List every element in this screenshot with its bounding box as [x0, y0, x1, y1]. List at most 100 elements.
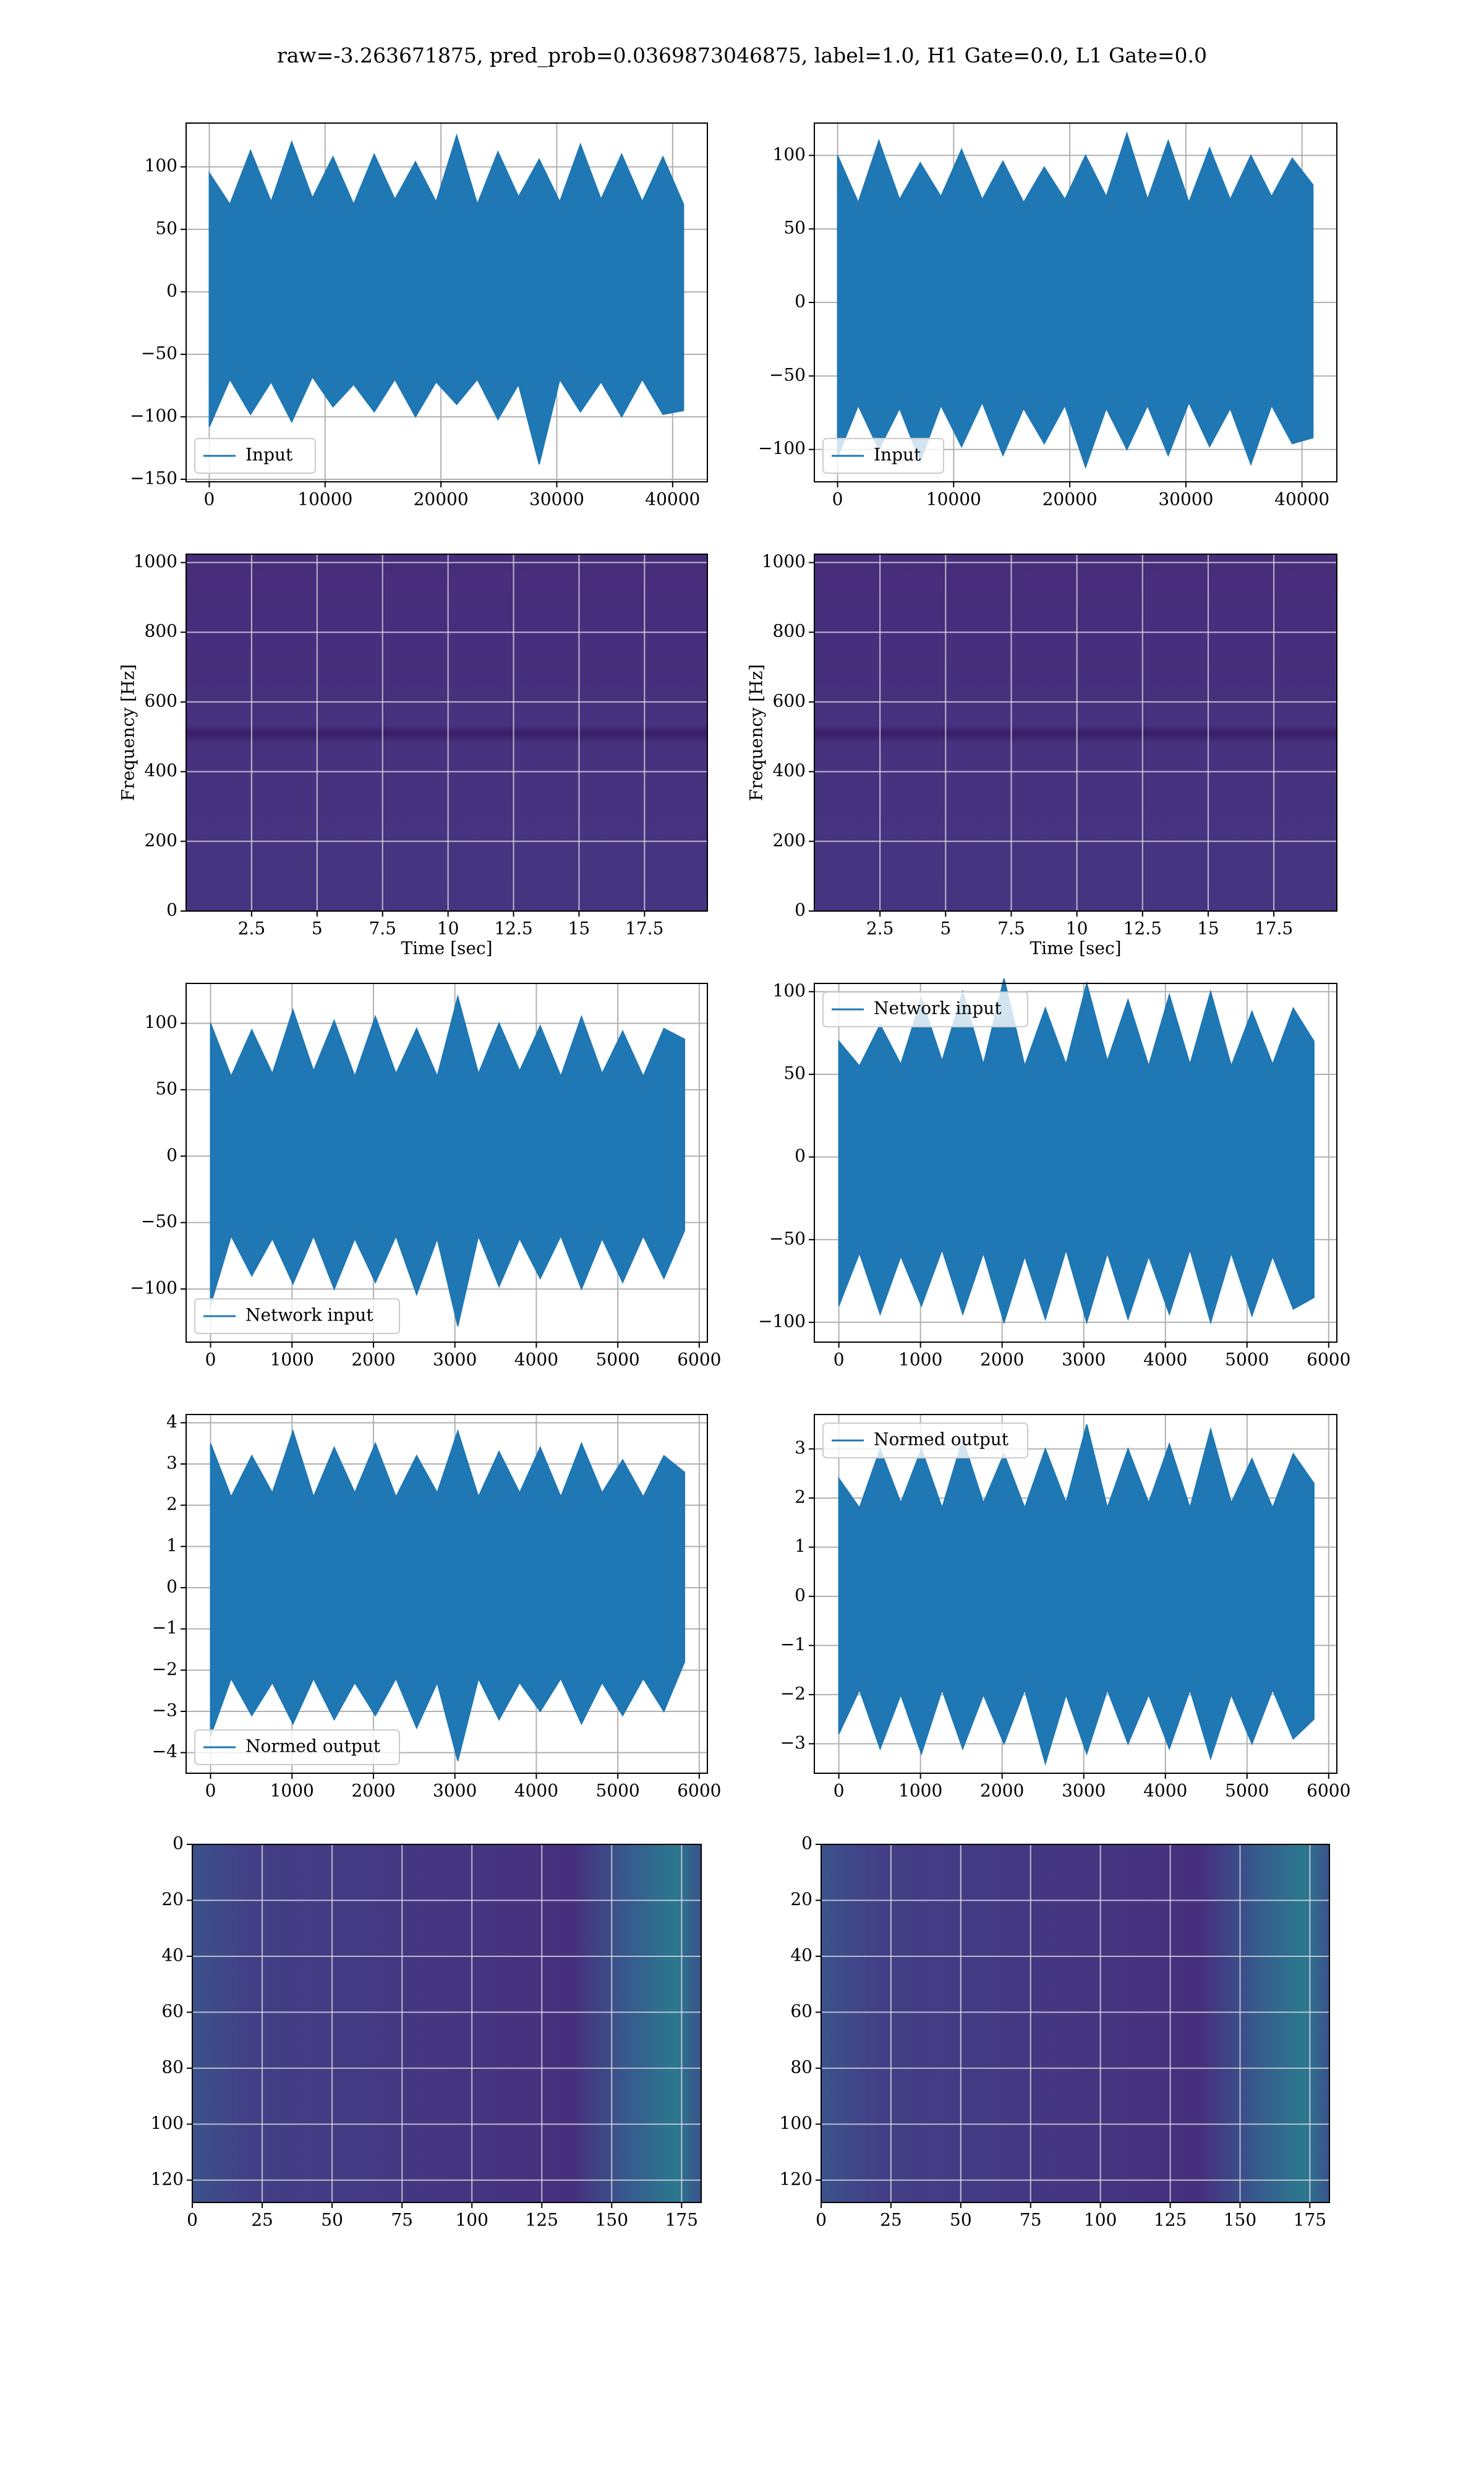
legend-label: Input [874, 445, 921, 465]
x-tick-label: 10 [437, 918, 459, 939]
x-tick-label: 5000 [1225, 1781, 1269, 1801]
y-tick-label: 0 [801, 1833, 812, 1854]
legend-box [194, 1729, 400, 1765]
x-tick-label: 0 [204, 489, 215, 510]
legend-box [194, 438, 316, 474]
y-tick-label: 2 [795, 1487, 806, 1507]
signal-envelope [210, 1429, 685, 1761]
y-tick-label: 60 [790, 2001, 812, 2021]
y-tick-label: 600 [145, 690, 177, 711]
y-tick-label: 0 [166, 280, 177, 301]
x-tick-label: 0 [205, 1350, 216, 1370]
x-tick-label: 0 [187, 2210, 198, 2230]
x-tick-label: 40000 [645, 489, 700, 510]
x-tick-label: 0 [816, 2210, 827, 2230]
x-tick-label: 2000 [980, 1350, 1024, 1370]
y-tick-label: −50 [141, 343, 177, 363]
legend-label: Normed output [245, 1736, 381, 1757]
x-tick-label: 4000 [1143, 1781, 1187, 1801]
x-tick-label: 30000 [529, 489, 584, 510]
x-tick-label: 25 [880, 2210, 902, 2230]
x-tick-label: 7.5 [369, 918, 396, 939]
x-tick-label: 1000 [898, 1781, 942, 1801]
x-tick-label: 20000 [1043, 489, 1098, 510]
y-tick-label: 0 [795, 1145, 806, 1166]
y-tick-label: 50 [783, 1063, 806, 1084]
y-tick-label: 120 [780, 2168, 812, 2189]
axes-frame [186, 1414, 708, 1774]
x-tick-label: 30000 [1158, 489, 1213, 510]
x-tick-label: 100 [455, 2210, 488, 2230]
y-tick-label: 1000 [134, 551, 177, 571]
legend-label: Network input [245, 1305, 373, 1325]
y-tick-label: 40 [790, 1945, 812, 1965]
x-tick-label: 175 [665, 2210, 698, 2230]
y-tick-label: 50 [783, 218, 806, 238]
axes-frame [814, 554, 1337, 912]
x-tick-label: 2000 [351, 1350, 395, 1370]
axes-frame [192, 1844, 702, 2203]
x-tick-label: 75 [1020, 2210, 1042, 2230]
y-tick-label: 100 [151, 2113, 184, 2133]
y-tick-label: −3 [780, 1732, 806, 1753]
y-tick-label: 1 [166, 1535, 177, 1556]
x-tick-label: 4000 [1143, 1350, 1187, 1370]
y-tick-label: −100 [130, 405, 177, 426]
x-tick-label: 2.5 [866, 918, 894, 939]
x-tick-label: 17.5 [1255, 918, 1293, 939]
y-tick-label: 0 [795, 1585, 806, 1605]
x-axis-label: Time [sec] [1030, 938, 1121, 959]
y-tick-label: 20 [790, 1889, 812, 1909]
x-tick-label: 100 [1084, 2210, 1117, 2230]
y-tick-label: 40 [161, 1945, 184, 1965]
y-tick-label: 4 [166, 1411, 177, 1432]
y-tick-label: −150 [130, 468, 177, 488]
y-axis-label: Frequency [Hz] [118, 664, 139, 801]
x-tick-label: 10 [1066, 918, 1088, 939]
axes-frame [186, 983, 708, 1343]
y-tick-label: 100 [773, 980, 806, 1001]
x-tick-label: 150 [595, 2210, 628, 2230]
heatmap-image [192, 1844, 701, 2202]
x-tick-label: 0 [834, 1781, 845, 1801]
x-tick-label: 75 [391, 2210, 413, 2230]
signal-envelope [837, 131, 1314, 469]
y-tick-label: 2 [166, 1494, 177, 1514]
y-tick-label: 100 [145, 1012, 177, 1032]
y-tick-label: 20 [161, 1889, 184, 1909]
y-tick-label: −100 [758, 438, 806, 458]
signal-envelope [208, 133, 684, 464]
x-tick-label: 6000 [1307, 1350, 1350, 1370]
x-tick-label: 15 [568, 918, 591, 939]
spectrogram-image [186, 554, 707, 911]
y-tick-label: −50 [769, 364, 806, 385]
y-tick-label: −100 [758, 1311, 806, 1331]
y-tick-label: −4 [152, 1741, 177, 1761]
legend-label: Input [245, 445, 293, 465]
x-tick-label: 1000 [898, 1350, 942, 1370]
legend-box [822, 438, 944, 474]
x-tick-label: 50 [950, 2210, 972, 2230]
y-tick-label: 100 [773, 144, 806, 165]
signal-envelope [838, 1424, 1315, 1766]
y-tick-label: 100 [780, 2113, 812, 2133]
y-tick-label: 50 [155, 218, 177, 238]
legend-box [822, 991, 1028, 1027]
y-tick-label: 80 [161, 2057, 184, 2077]
spectrogram-image [814, 554, 1337, 911]
x-tick-label: 7.5 [997, 918, 1025, 939]
x-tick-label: 2000 [980, 1781, 1024, 1801]
x-tick-label: 5 [312, 918, 323, 939]
x-tick-label: 15 [1197, 918, 1219, 939]
y-tick-label: 800 [773, 621, 806, 641]
x-tick-label: 20000 [414, 489, 469, 510]
x-tick-label: 125 [1154, 2210, 1187, 2230]
x-tick-label: 25 [251, 2210, 273, 2230]
x-tick-label: 3000 [1062, 1350, 1106, 1370]
legend-box [194, 1298, 400, 1334]
x-tick-label: 3000 [433, 1781, 477, 1801]
y-tick-label: −2 [780, 1683, 806, 1703]
y-tick-label: 100 [145, 155, 177, 176]
x-tick-label: 1000 [270, 1350, 314, 1370]
